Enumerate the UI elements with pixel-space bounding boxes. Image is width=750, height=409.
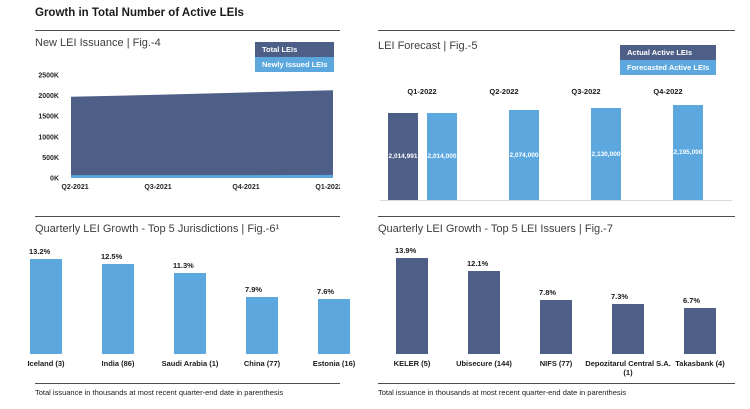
forecast-group: Q2-2022 2,074,000 (464, 87, 544, 207)
forecast-bar-value-label: 2,014,000 (427, 153, 457, 160)
bar-category-label: Saudi Arabia (1) (161, 359, 219, 368)
forecast-category-label: Q4-2022 (653, 87, 683, 96)
bar-value-label: 12.5% (101, 252, 123, 261)
chart-title-lei-forecast: LEI Forecast | Fig.-5 (378, 40, 478, 52)
y-axis-tick-label: 1500K (38, 114, 59, 121)
bar (396, 258, 428, 354)
bar-value-label: 13.2% (29, 247, 51, 256)
y-axis-tick-label: 500K (42, 155, 59, 162)
bar (318, 299, 350, 354)
bar-chart-lei-forecast: Q1-2022 2,014,991 2,014,000 Q2-2022 2,074,00… (380, 87, 735, 207)
area-series-total-leis (71, 90, 333, 178)
bar-value-label: 7.8% (539, 288, 557, 297)
divider-bottom-left (35, 383, 340, 384)
x-axis-label: Q2-2021 (61, 184, 88, 191)
bar-value-label: 12.1% (467, 259, 489, 268)
legend-issuance: Total LEIs Newly Issued LEIs (255, 42, 335, 72)
bar-category-label: Depozitarul Central S.A. (1) (585, 359, 671, 378)
legend-item-total-leis: Total LEIs (255, 42, 335, 57)
bar-category-label: KELER (5) (393, 359, 431, 368)
legend-item-actual-active-leis: Actual Active LEIs (620, 45, 717, 60)
divider-bottom-right (378, 383, 735, 384)
forecast-bar-value-label: 2,130,000 (591, 150, 621, 158)
forecast-bar: 2,074,000 (509, 110, 539, 200)
bar-category-label: Ubisecure (144) (456, 359, 512, 368)
forecast-group: Q4-2022 2,195,000 (628, 87, 708, 207)
forecast-bar-value-label: 2,195,000 (673, 149, 703, 156)
y-axis-tick-label: 0K (50, 176, 59, 183)
bar-value-label: 7.3% (611, 292, 629, 301)
bar-value-label: 7.6% (317, 287, 335, 296)
x-axis-label: Q4-2021 (232, 184, 259, 191)
divider-mid-right (378, 216, 735, 217)
legend-item-forecasted-active-leis: Forecasted Active LEIs (620, 60, 717, 75)
legend-item-newly-issued-leis: Newly Issued LEIs (255, 57, 335, 72)
page-title: Growth in Total Number of Active LEIs (35, 7, 244, 19)
forecast-bar-value-label: 2,074,000 (509, 151, 539, 159)
bar-value-label: 11.3% (173, 261, 194, 270)
bar (30, 259, 62, 354)
bar (102, 264, 134, 354)
forecast-category-label: Q1-2022 (407, 87, 437, 96)
bar (684, 308, 716, 354)
forecast-group: Q1-2022 2,014,991 2,014,000 (382, 87, 462, 207)
y-axis-tick-label: 1000K (38, 134, 59, 141)
bar (540, 300, 572, 354)
x-axis-label: Q3-2021 (144, 184, 171, 191)
y-axis-tick-label: 2500K (38, 73, 59, 80)
area-series-newly-issued-leis (71, 174, 333, 178)
bar (468, 271, 500, 354)
forecast-bar: 2,014,991 (388, 113, 418, 200)
chart-title-top5-issuers: Quarterly LEI Growth - Top 5 LEI Issuers… (378, 223, 613, 235)
chart-title-new-lei-issuance: New LEI Issuance | Fig.-4 (35, 37, 161, 49)
forecast-bar-value-label: 2,014,991 (388, 153, 418, 160)
bar-category-label: Estonia (16) (312, 359, 356, 368)
divider-top-right (378, 30, 735, 31)
bar (246, 297, 278, 354)
legend-forecast: Actual Active LEIs Forecasted Active LEI… (620, 45, 717, 75)
area-chart-new-lei-issuance: 2500K 2000K 1500K 1000K 500K 0K Q2-2021 Q3-2021… (35, 62, 342, 197)
bar-category-label: China (77) (243, 359, 281, 368)
bar-chart-top5-jurisdictions: 13.2% Iceland (3) 12.5% India (86) 11.3% Saud… (27, 247, 355, 382)
bar-value-label: 7.9% (245, 285, 263, 294)
chart-title-top5-jurisdictions: Quarterly LEI Growth - Top 5 Jurisdictio… (35, 223, 280, 235)
forecast-category-label: Q2-2022 (489, 87, 519, 96)
forecast-category-label: Q3-2022 (571, 87, 601, 96)
bar-category-label: NIFS (77) (539, 359, 573, 368)
bar-chart-top5-issuers: 13.9% KELER (5) 12.1% Ubisecure (144) 7.8% NI… (375, 246, 735, 382)
bar (174, 273, 206, 354)
forecast-group: Q3-2022 2,130,000 (546, 87, 626, 207)
bar (612, 304, 644, 354)
bar-category-label: Iceland (3) (27, 359, 65, 368)
forecast-bar: 2,014,000 (427, 113, 457, 200)
bar-value-label: 6.7% (683, 296, 701, 305)
footnote-right: Total issuance in thousands at most rece… (378, 388, 627, 397)
footnote-left: Total issuance in thousands at most rece… (35, 388, 284, 397)
divider-mid-left (35, 216, 340, 217)
bar-value-label: 13.9% (395, 246, 417, 255)
y-axis-tick-label: 2000K (38, 93, 59, 100)
divider-top-left (35, 30, 340, 31)
baseline (380, 200, 732, 201)
bar-category-label: Takasbank (4) (675, 359, 725, 368)
bar-category-label: India (86) (101, 359, 135, 368)
forecast-bar: 2,130,000 (591, 108, 621, 200)
x-axis-label: Q1-2022 (315, 184, 340, 191)
forecast-bar: 2,195,000 (673, 105, 703, 200)
